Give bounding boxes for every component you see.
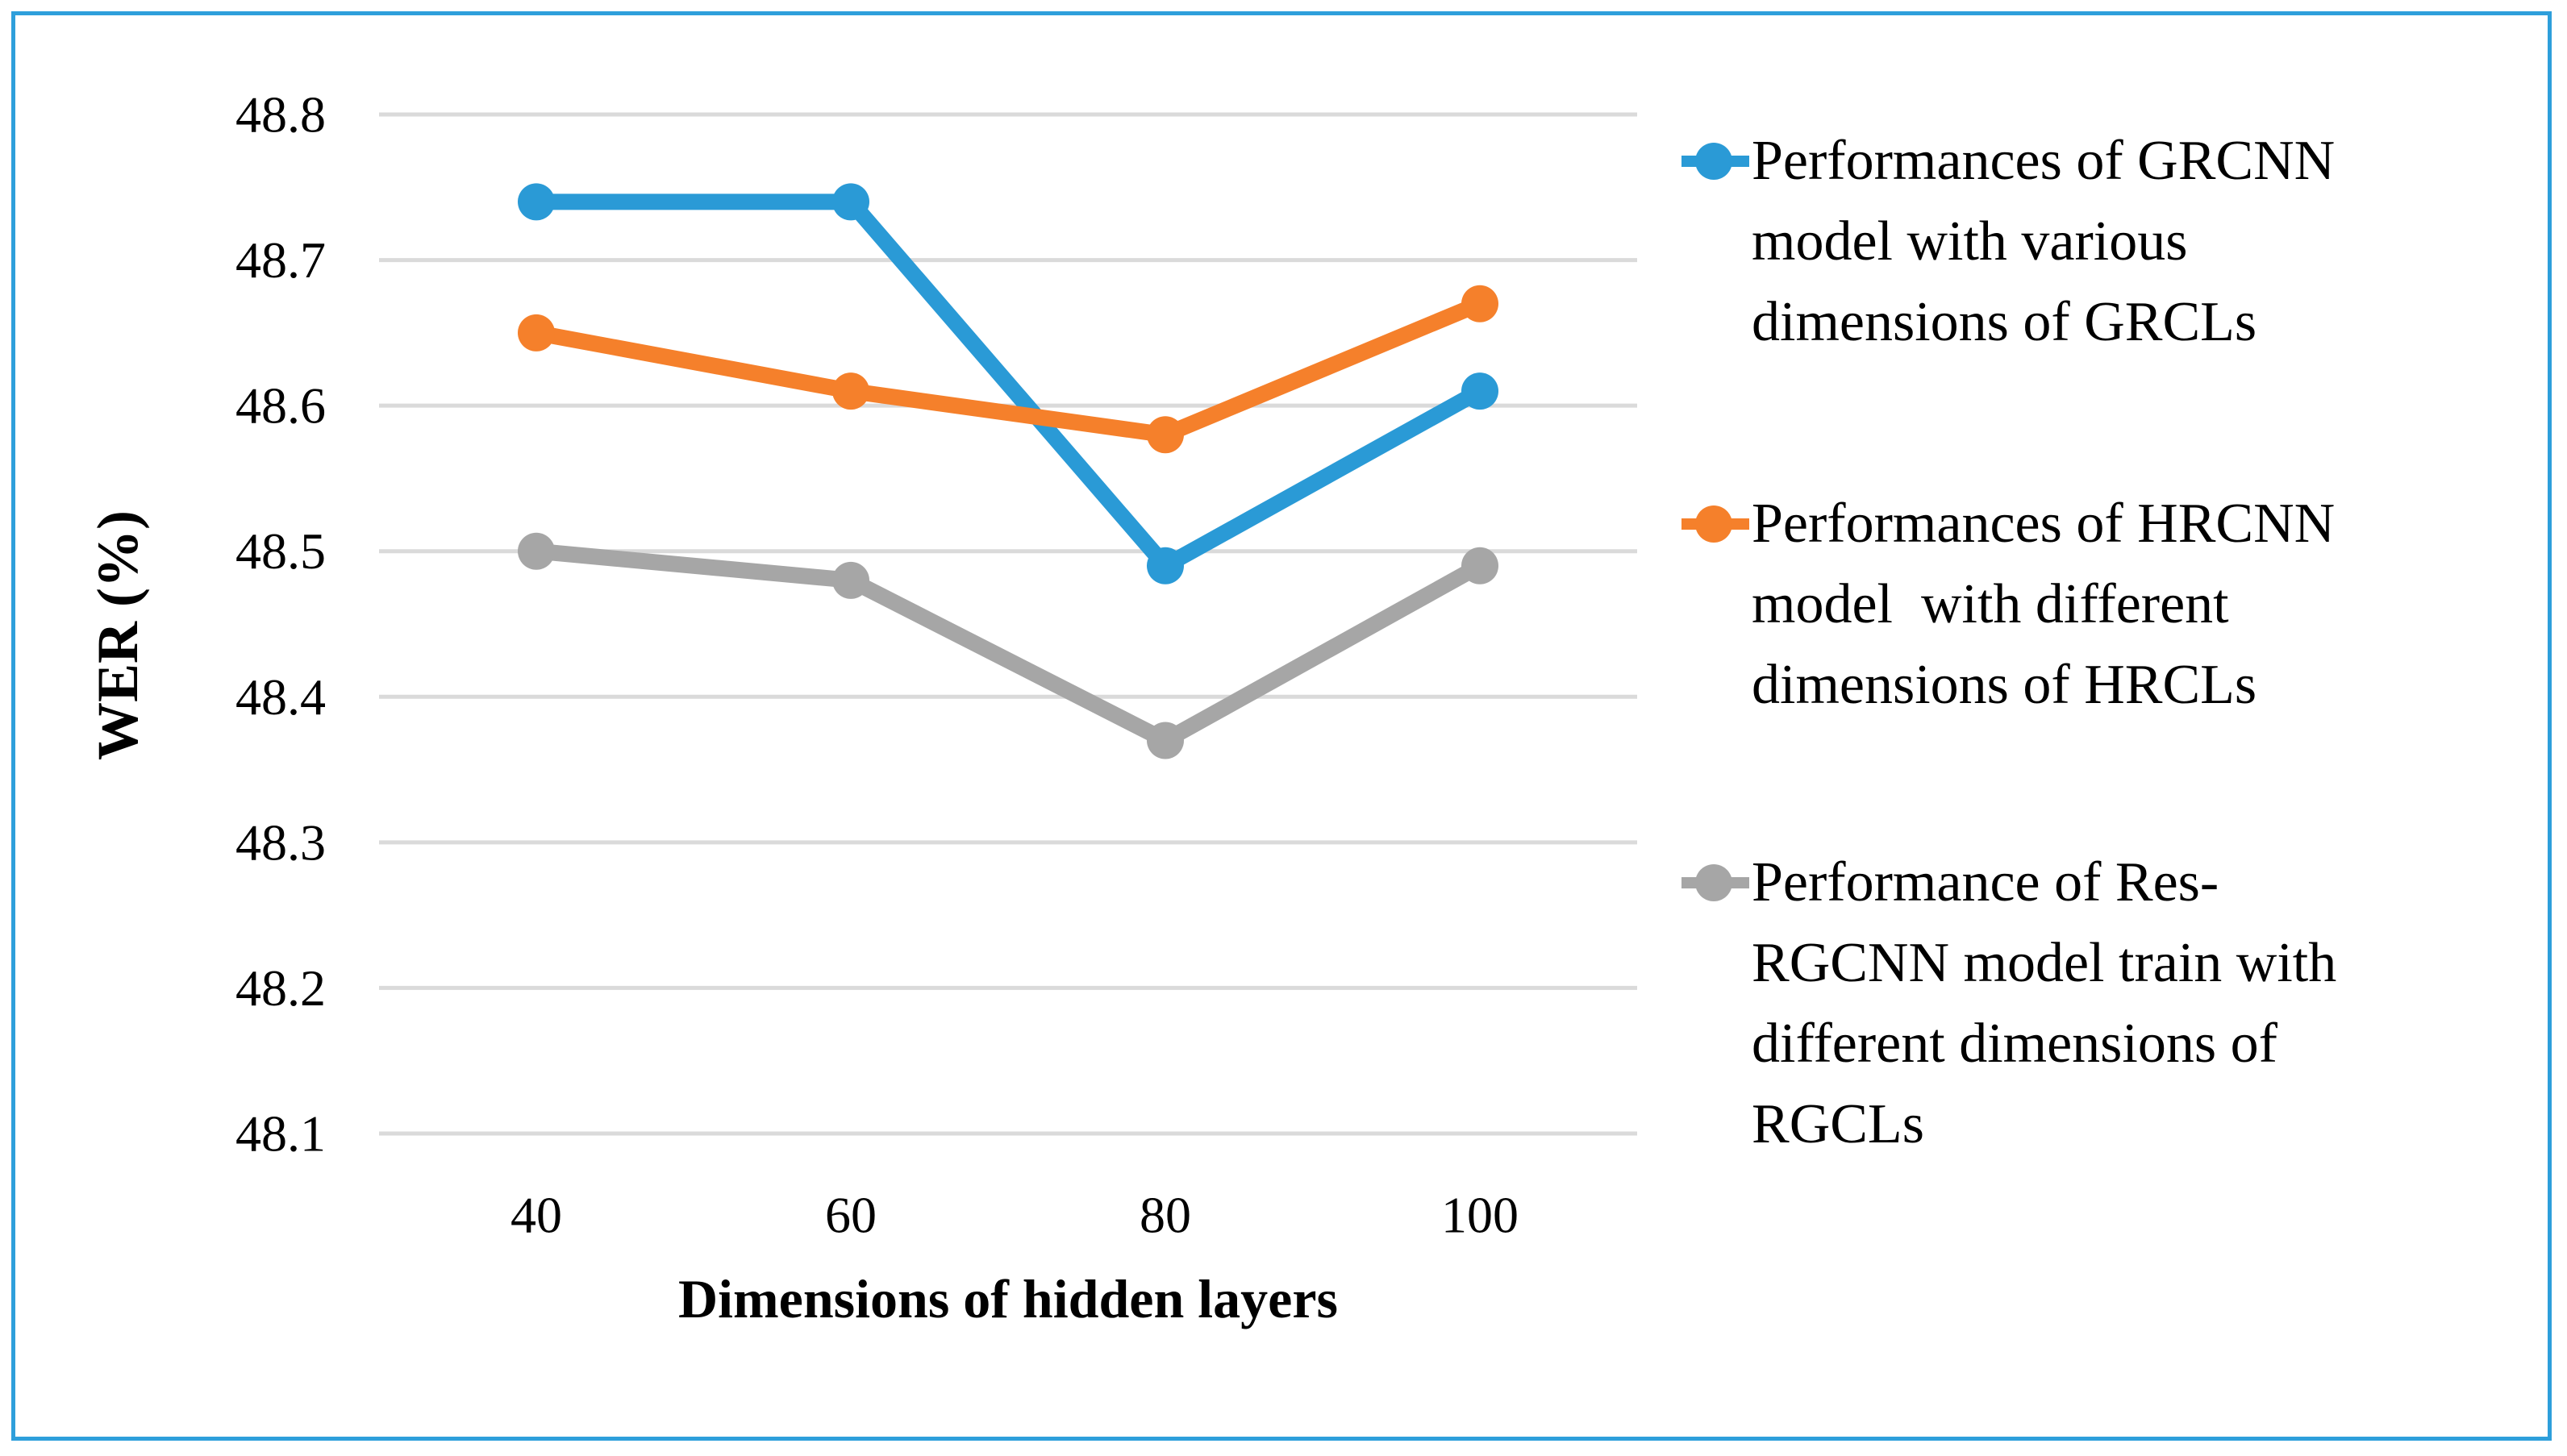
y-tick-label: 48.1 xyxy=(235,1105,326,1163)
series-marker-1 xyxy=(518,314,555,352)
legend-label-line: different dimensions of xyxy=(1752,1013,2277,1075)
series-marker-0 xyxy=(518,183,555,221)
legend-line-marker-icon xyxy=(1681,121,1752,202)
series-marker-2 xyxy=(1461,547,1498,584)
y-tick-label: 48.5 xyxy=(235,522,326,580)
x-tick-label: 60 xyxy=(825,1187,877,1244)
x-tick-label: 40 xyxy=(510,1187,562,1244)
series-marker-2 xyxy=(518,532,555,570)
y-tick-label: 48.3 xyxy=(235,813,326,871)
x-tick-label: 100 xyxy=(1441,1187,1519,1244)
legend-label-line: Performances of HRCNN xyxy=(1752,493,2336,555)
legend-entry: Performance of Res- RGCNN model train wit… xyxy=(1681,842,2336,1165)
y-axis-title: WER (%) xyxy=(85,510,150,760)
y-tick-label: 48.7 xyxy=(235,231,326,289)
series-marker-0 xyxy=(1461,372,1498,410)
legend-label-line: dimensions of HRCLs xyxy=(1752,654,2257,716)
series-marker-0 xyxy=(832,183,869,221)
series-marker-0 xyxy=(1147,547,1184,584)
series-marker-2 xyxy=(1147,722,1184,759)
y-tick-label: 48.8 xyxy=(235,86,326,144)
legend-line-marker-icon xyxy=(1681,842,1752,923)
series-marker-2 xyxy=(832,561,869,599)
legend-label-line: Performances of GRCNN xyxy=(1752,130,2336,192)
legend-label: Performance of Res- RGCNN model train wit… xyxy=(1752,842,2336,1165)
legend-entry: Performances of HRCNN model with differen… xyxy=(1681,484,2335,726)
series-line-2 xyxy=(528,543,1488,749)
legend-label: Performances of GRCNN model with various d… xyxy=(1752,121,2335,363)
series-line-1 xyxy=(528,295,1488,443)
legend-line-marker-icon xyxy=(1681,484,1752,564)
y-tick-label: 48.6 xyxy=(235,377,326,435)
legend-label-line: dimensions of GRCLs xyxy=(1752,291,2257,353)
y-tick-label: 48.2 xyxy=(235,959,326,1017)
series-marker-1 xyxy=(1147,416,1184,454)
x-axis-title: Dimensions of hidden layers xyxy=(678,1268,1338,1329)
legend-label-line: model with different xyxy=(1752,573,2229,635)
legend-label-line: Performance of Res- xyxy=(1752,851,2219,913)
legend-label-line: RGCNN model train with xyxy=(1752,932,2337,994)
legend-label-line: RGCLs xyxy=(1752,1093,1924,1155)
x-tick-label: 80 xyxy=(1140,1187,1191,1244)
legend-entry: Performances of GRCNN model with various d… xyxy=(1681,121,2335,363)
legend-label-line: model with various xyxy=(1752,210,2188,272)
legend-label: Performances of HRCNN model with differen… xyxy=(1752,484,2335,726)
y-tick-label: 48.4 xyxy=(235,668,326,726)
series-marker-1 xyxy=(832,372,869,410)
series-line-0 xyxy=(528,193,1488,574)
series-marker-1 xyxy=(1461,285,1498,322)
